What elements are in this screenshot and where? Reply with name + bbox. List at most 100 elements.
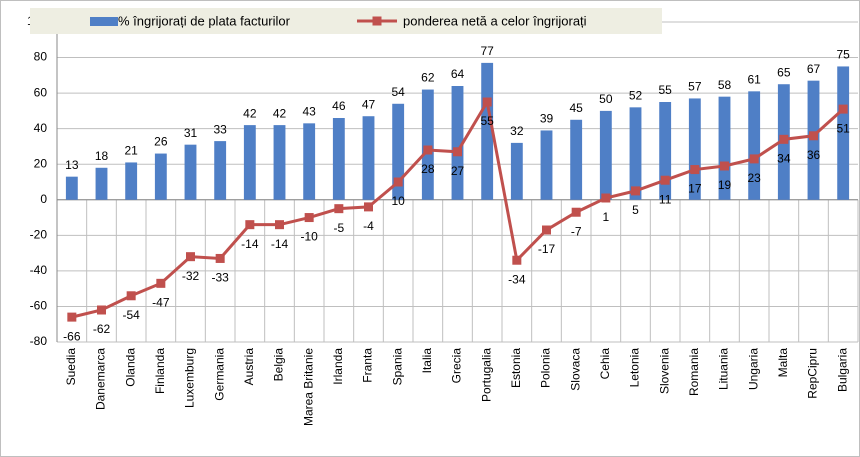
line-value-label: 27 bbox=[451, 164, 465, 178]
bar-value-label: 42 bbox=[273, 106, 287, 120]
line-marker bbox=[838, 104, 848, 114]
x-tick-label: Polonia bbox=[539, 348, 553, 388]
x-tick-label: Lituania bbox=[717, 348, 731, 390]
x-tick-label: Franta bbox=[361, 348, 375, 383]
line-value-label: -33 bbox=[211, 271, 229, 285]
bar bbox=[629, 107, 642, 200]
line-marker bbox=[749, 154, 759, 164]
line-value-label: 55 bbox=[480, 114, 494, 128]
x-tick-label: Spania bbox=[390, 348, 404, 386]
x-tick-label: Irlanda bbox=[331, 348, 345, 385]
bar bbox=[214, 141, 227, 200]
bar bbox=[362, 116, 375, 200]
x-tick-label: Germania bbox=[212, 348, 226, 401]
line-marker bbox=[779, 134, 789, 144]
line-value-label: 19 bbox=[718, 178, 732, 192]
line-value-label: -5 bbox=[333, 221, 344, 235]
bar-value-label: 54 bbox=[391, 85, 405, 99]
bar-value-label: 65 bbox=[777, 65, 791, 79]
line-marker bbox=[423, 145, 433, 155]
bar bbox=[510, 142, 523, 200]
y-tick-label: 20 bbox=[34, 156, 48, 170]
line-marker bbox=[660, 175, 670, 185]
x-tick-label: Slovenia bbox=[657, 348, 671, 394]
line-value-label: 17 bbox=[688, 182, 702, 196]
y-tick-label: -40 bbox=[30, 263, 48, 277]
x-tick-label: Ungaria bbox=[746, 348, 760, 390]
line-value-label: 34 bbox=[777, 152, 791, 166]
line-value-label: -47 bbox=[152, 296, 170, 310]
bar-value-label: 67 bbox=[807, 62, 821, 76]
line-value-label: 23 bbox=[747, 171, 761, 185]
line-value-label: -54 bbox=[122, 308, 140, 322]
line-value-label: -7 bbox=[571, 224, 582, 238]
line-marker bbox=[67, 312, 77, 322]
line-value-label: -17 bbox=[538, 242, 556, 256]
y-tick-label: -20 bbox=[30, 228, 48, 242]
y-tick-label: -60 bbox=[30, 299, 48, 313]
line-marker bbox=[156, 278, 166, 288]
bar-value-label: 62 bbox=[421, 71, 435, 85]
line-marker bbox=[542, 225, 551, 235]
line-value-label: -62 bbox=[93, 322, 111, 336]
bar bbox=[688, 98, 701, 200]
legend-label: % îngrijorați de plata facturilor bbox=[118, 13, 291, 28]
bar bbox=[659, 102, 672, 200]
bar-value-label: 77 bbox=[480, 44, 494, 58]
y-tick-label: 80 bbox=[34, 50, 48, 64]
line-value-label: -34 bbox=[508, 272, 526, 286]
bar-value-label: 42 bbox=[243, 106, 257, 120]
bar-value-label: 50 bbox=[599, 92, 613, 106]
line-marker bbox=[275, 220, 284, 230]
bar bbox=[184, 144, 197, 200]
x-tick-label: Grecia bbox=[450, 348, 464, 384]
bar bbox=[481, 62, 494, 200]
bar bbox=[303, 123, 316, 200]
line-value-label: 10 bbox=[391, 194, 405, 208]
legend-swatch bbox=[90, 17, 118, 26]
line-marker bbox=[631, 186, 640, 196]
bar bbox=[243, 125, 256, 200]
y-tick-label: -80 bbox=[30, 334, 48, 348]
bar bbox=[421, 89, 434, 200]
x-tick-label: Luxemburg bbox=[183, 348, 197, 408]
bar-value-label: 13 bbox=[65, 158, 79, 172]
bar bbox=[540, 130, 553, 200]
line-marker bbox=[720, 161, 729, 171]
line-marker bbox=[334, 204, 344, 214]
legend-box bbox=[30, 8, 662, 34]
bar bbox=[599, 110, 612, 200]
line-value-label: 28 bbox=[421, 162, 435, 176]
line-marker bbox=[601, 193, 611, 203]
legend-marker bbox=[372, 16, 382, 26]
bar bbox=[125, 162, 138, 200]
x-tick-label: Letonia bbox=[628, 348, 642, 388]
x-tick-label: Bulgaria bbox=[835, 348, 849, 392]
line-marker bbox=[126, 291, 136, 301]
bar-value-label: 61 bbox=[747, 73, 761, 87]
bar bbox=[451, 86, 464, 200]
line-value-label: -14 bbox=[241, 237, 259, 251]
bar bbox=[392, 103, 405, 200]
line-value-label: -32 bbox=[182, 269, 200, 283]
line-value-label: -4 bbox=[363, 219, 374, 233]
bar-value-label: 55 bbox=[658, 83, 672, 97]
x-tick-label: Malta bbox=[776, 348, 790, 378]
line-value-label: 11 bbox=[659, 192, 672, 206]
line-marker bbox=[215, 253, 225, 263]
x-tick-label: Belgia bbox=[272, 348, 286, 382]
bar-value-label: 64 bbox=[451, 67, 465, 81]
y-tick-label: 60 bbox=[34, 85, 48, 99]
y-tick-label: 40 bbox=[34, 121, 48, 135]
bar bbox=[570, 119, 583, 200]
line-value-label: 5 bbox=[632, 203, 639, 217]
line-marker bbox=[364, 202, 373, 212]
bar-value-label: 31 bbox=[184, 126, 198, 140]
line-marker bbox=[245, 220, 255, 230]
bar bbox=[332, 118, 345, 200]
bar-value-label: 26 bbox=[154, 135, 168, 149]
x-tick-label: Danemarca bbox=[94, 348, 108, 410]
bar bbox=[65, 176, 78, 200]
